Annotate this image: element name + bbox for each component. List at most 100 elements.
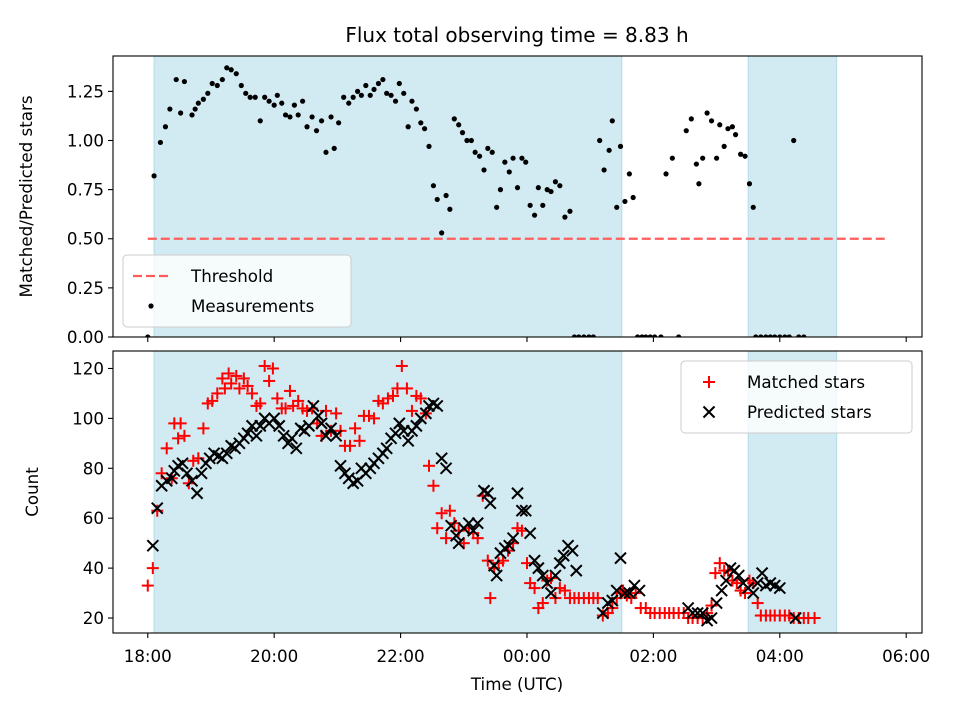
count-panel: 18:00 20:00 22:00 00:00 02:00 04:00 06:00 20 40 6… xyxy=(22,350,930,666)
data-point xyxy=(808,612,821,625)
data-point xyxy=(219,76,225,83)
data-point xyxy=(371,86,377,93)
legend-swatch xyxy=(148,303,154,309)
data-point xyxy=(601,167,607,173)
data-point xyxy=(328,114,334,120)
data-point xyxy=(247,94,253,100)
data-point-d2 xyxy=(285,432,299,445)
data-point-d2 xyxy=(462,516,476,530)
data-point xyxy=(238,82,244,89)
y-tick-label: 120 xyxy=(72,358,104,378)
ratio-panel: 0.00 0.25 0.50 0.75 1.00 1.25 Matched/Predicte… xyxy=(16,55,923,347)
x-tick-label: 22:00 xyxy=(377,646,425,666)
data-point xyxy=(430,183,437,189)
data-point-d2 xyxy=(307,399,320,413)
y-tick-label: 0.75 xyxy=(67,180,104,200)
data-point xyxy=(746,181,753,187)
data-point xyxy=(254,397,267,410)
data-point xyxy=(246,387,259,400)
data-point xyxy=(195,467,208,480)
data-point-d2 xyxy=(523,526,537,540)
data-point-d2 xyxy=(277,429,290,443)
data-point xyxy=(151,502,164,515)
data-point xyxy=(181,78,188,85)
data-point xyxy=(375,80,382,87)
data-point xyxy=(729,124,735,130)
data-point xyxy=(439,462,453,475)
data-point xyxy=(353,434,366,447)
data-point xyxy=(481,487,495,500)
data-point-d2 xyxy=(315,417,328,430)
data-point-d2 xyxy=(751,576,764,590)
data-point-d2 xyxy=(614,551,627,565)
data-point xyxy=(380,76,386,83)
data-point xyxy=(796,334,802,337)
data-point xyxy=(267,412,281,425)
data-point-d2 xyxy=(334,459,347,473)
data-point xyxy=(205,90,211,96)
data-point xyxy=(414,392,427,405)
data-point xyxy=(751,597,764,610)
data-point xyxy=(451,116,457,122)
data-point-d2 xyxy=(606,594,619,607)
data-point xyxy=(233,382,246,395)
data-point xyxy=(747,586,760,600)
data-point xyxy=(464,137,470,144)
data-point xyxy=(319,429,333,443)
data-point xyxy=(476,153,483,159)
data-point xyxy=(211,387,224,400)
data-point xyxy=(263,374,276,387)
data-point-d2 xyxy=(623,586,636,600)
data-point xyxy=(431,399,444,413)
data-point xyxy=(610,584,623,597)
data-point xyxy=(758,334,764,337)
data-point xyxy=(609,118,615,124)
data-point xyxy=(715,584,728,597)
data-point xyxy=(273,419,286,433)
data-point xyxy=(279,100,285,106)
data-point xyxy=(295,112,301,118)
data-point-d2 xyxy=(747,586,760,600)
data-point xyxy=(324,422,338,435)
data-point xyxy=(315,417,328,430)
data-point-d2 xyxy=(302,419,316,433)
data-point-d2 xyxy=(557,549,570,562)
data-point xyxy=(304,124,310,130)
data-point xyxy=(717,122,723,128)
data-point xyxy=(548,188,554,195)
data-point xyxy=(141,579,154,592)
legend: Matched stars Predicted stars xyxy=(680,360,913,434)
data-point xyxy=(767,334,773,337)
data-point xyxy=(362,409,375,422)
data-point xyxy=(419,407,433,420)
data-point xyxy=(489,149,495,155)
data-point xyxy=(312,409,325,423)
data-point-d2 xyxy=(532,561,545,575)
data-point xyxy=(686,606,699,620)
data-point xyxy=(791,137,797,144)
data-point xyxy=(626,171,632,177)
data-point xyxy=(567,208,573,214)
data-point-d2 xyxy=(764,576,777,590)
data-point-d2 xyxy=(544,586,558,600)
data-point xyxy=(467,524,480,537)
data-point-d2 xyxy=(435,452,448,465)
data-point xyxy=(214,82,220,89)
data-point xyxy=(393,417,406,430)
data-point xyxy=(693,161,699,167)
data-point xyxy=(755,566,769,580)
data-point xyxy=(739,587,752,600)
data-point-d2 xyxy=(536,569,549,582)
data-point xyxy=(151,504,164,517)
data-point xyxy=(763,334,769,337)
data-point xyxy=(468,137,474,144)
data-point xyxy=(225,377,238,390)
legend-label: Measurements xyxy=(191,296,314,316)
data-point xyxy=(452,536,465,550)
data-point xyxy=(187,454,200,467)
data-point xyxy=(643,334,649,337)
data-point xyxy=(302,419,316,433)
data-point xyxy=(549,569,562,582)
data-point xyxy=(515,504,529,517)
data-point-d2 xyxy=(715,584,728,597)
